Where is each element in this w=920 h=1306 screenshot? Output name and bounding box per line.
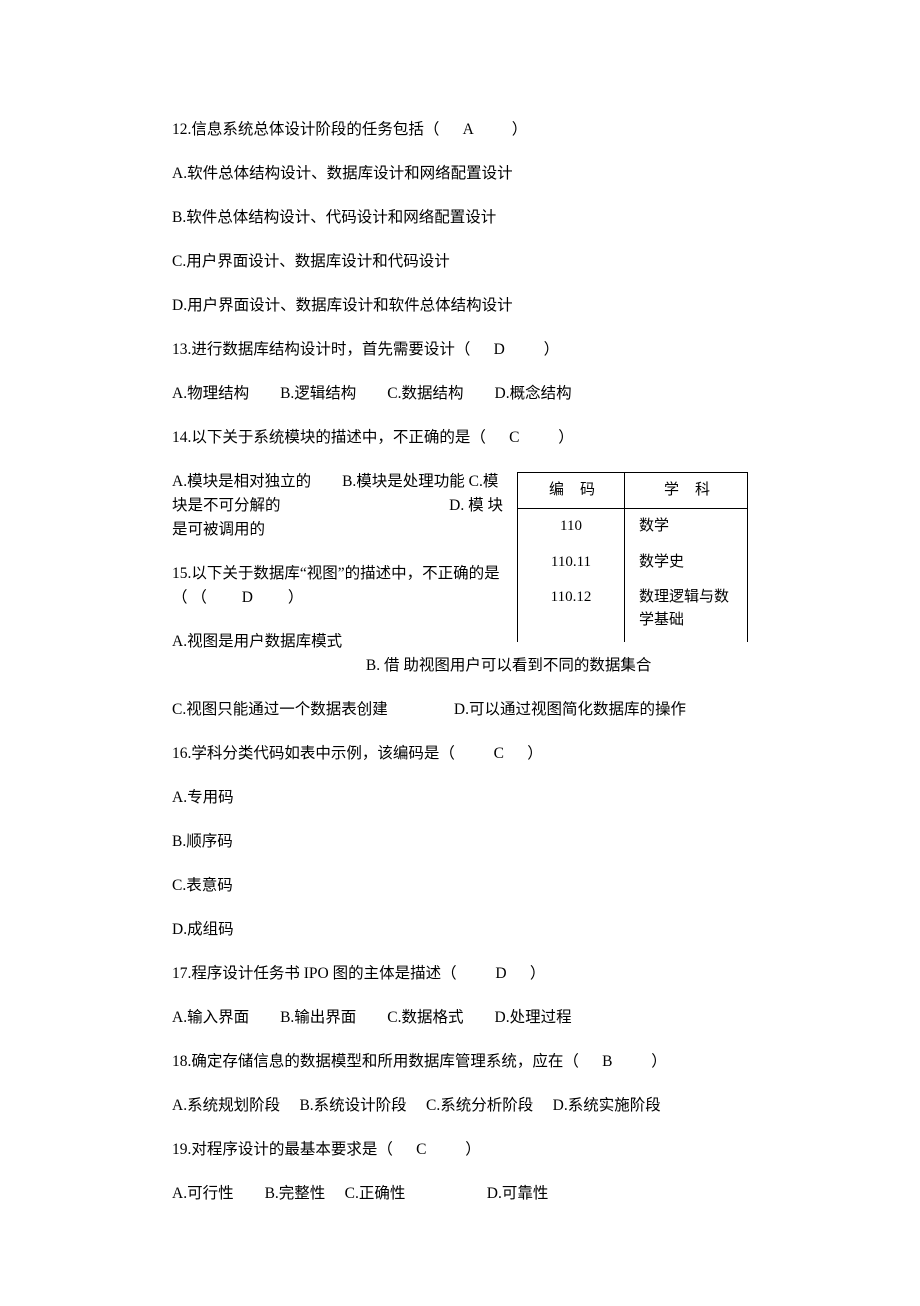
q12-stem: 12.信息系统总体设计阶段的任务包括（ A ） bbox=[172, 118, 748, 142]
q17-stem: 17.程序设计任务书 IPO 图的主体是描述（ D ） bbox=[172, 962, 748, 986]
table-row: 数学史 bbox=[625, 545, 748, 580]
q12-option-c: C.用户界面设计、数据库设计和代码设计 bbox=[172, 250, 748, 274]
table-header-subject: 学科 bbox=[625, 473, 748, 509]
q17-options: A.输入界面 B.输出界面 C.数据格式 D.处理过程 bbox=[172, 1006, 748, 1030]
q19-options: A.可行性 B.完整性 C.正确性 D.可靠性 bbox=[172, 1182, 748, 1206]
q15-option-c: C.视图只能通过一个数据表创建 bbox=[172, 698, 450, 722]
table-row: 110 bbox=[518, 509, 625, 545]
table-row: 110.12 bbox=[518, 580, 625, 643]
q14-stem: 14.以下关于系统模块的描述中，不正确的是（ C ） bbox=[172, 426, 748, 450]
q12-option-d: D.用户界面设计、数据库设计和软件总体结构设计 bbox=[172, 294, 748, 318]
subject-code-table: 编码 学科 110 数学 110.11 数学史 110.12 数理逻辑与数学基础 bbox=[517, 472, 748, 642]
table-header-code: 编码 bbox=[518, 473, 625, 509]
q19-answer: C bbox=[416, 1141, 426, 1158]
q14-option-d-rest: 是可被调用的 bbox=[172, 521, 265, 538]
q19-stem-post: ） bbox=[465, 1141, 481, 1158]
q16-stem-pre: 16.学科分类代码如表中示例，该编码是（ bbox=[172, 745, 455, 762]
table-row: 110.11 bbox=[518, 545, 625, 580]
q19-stem-pre: 19.对程序设计的最基本要求是（ bbox=[172, 1141, 393, 1158]
q15-answer: D bbox=[242, 589, 253, 606]
q18-options: A.系统规划阶段 B.系统设计阶段 C.系统分析阶段 D.系统实施阶段 bbox=[172, 1094, 748, 1118]
q16-option-a: A.专用码 bbox=[172, 786, 748, 810]
q15-option-b: B. 借 助视图用户可以看到不同的数据集合 bbox=[366, 657, 651, 674]
q14-answer: C bbox=[509, 429, 519, 446]
q12-option-b: B.软件总体结构设计、代码设计和网络配置设计 bbox=[172, 206, 748, 230]
q12-stem-post: ） bbox=[512, 121, 528, 138]
q16-option-b: B.顺序码 bbox=[172, 830, 748, 854]
q15-option-d: D.可以通过视图简化数据库的操作 bbox=[454, 698, 686, 722]
q13-options: A.物理结构 B.逻辑结构 C.数据结构 D.概念结构 bbox=[172, 382, 748, 406]
q19-stem: 19.对程序设计的最基本要求是（ C ） bbox=[172, 1138, 748, 1162]
q17-answer: D bbox=[495, 965, 506, 982]
q16-answer: C bbox=[494, 745, 504, 762]
q14-stem-pre: 14.以下关于系统模块的描述中，不正确的是（ bbox=[172, 429, 486, 446]
q13-answer: D bbox=[494, 341, 505, 358]
q18-stem: 18.确定存储信息的数据模型和所用数据库管理系统，应在（ B ） bbox=[172, 1050, 748, 1074]
q18-stem-post: ） bbox=[651, 1053, 667, 1070]
q13-stem-post: ） bbox=[544, 341, 560, 358]
table-row: 数理逻辑与数学基础 bbox=[625, 580, 748, 643]
q15-option-a: A.视图是用户数据库模式 bbox=[172, 633, 342, 650]
q13-stem-pre: 13.进行数据库结构设计时，首先需要设计（ bbox=[172, 341, 470, 358]
q16-stem-post: ） bbox=[527, 745, 543, 762]
q17-stem-pre: 17.程序设计任务书 IPO 图的主体是描述（ bbox=[172, 965, 457, 982]
q13-stem: 13.进行数据库结构设计时，首先需要设计（ D ） bbox=[172, 338, 748, 362]
q12-answer: A bbox=[463, 121, 473, 138]
q14-option-d-prefix: D. 模 块 bbox=[449, 494, 503, 518]
q16-option-d: D.成组码 bbox=[172, 918, 748, 942]
q18-stem-pre: 18.确定存储信息的数据模型和所用数据库管理系统，应在（ bbox=[172, 1053, 579, 1070]
q16-stem: 16.学科分类代码如表中示例，该编码是（ C ） bbox=[172, 742, 748, 766]
table-row: 数学 bbox=[625, 509, 748, 545]
q12-option-a: A.软件总体结构设计、数据库设计和网络配置设计 bbox=[172, 162, 748, 186]
q14-stem-post: ） bbox=[558, 429, 574, 446]
q16-option-c: C.表意码 bbox=[172, 874, 748, 898]
q12-stem-pre: 12.信息系统总体设计阶段的任务包括（ bbox=[172, 121, 439, 138]
q15-options-cd: C.视图只能通过一个数据表创建 D.可以通过视图简化数据库的操作 bbox=[172, 698, 748, 722]
q18-answer: B bbox=[602, 1053, 612, 1070]
q17-stem-post: ） bbox=[530, 965, 546, 982]
